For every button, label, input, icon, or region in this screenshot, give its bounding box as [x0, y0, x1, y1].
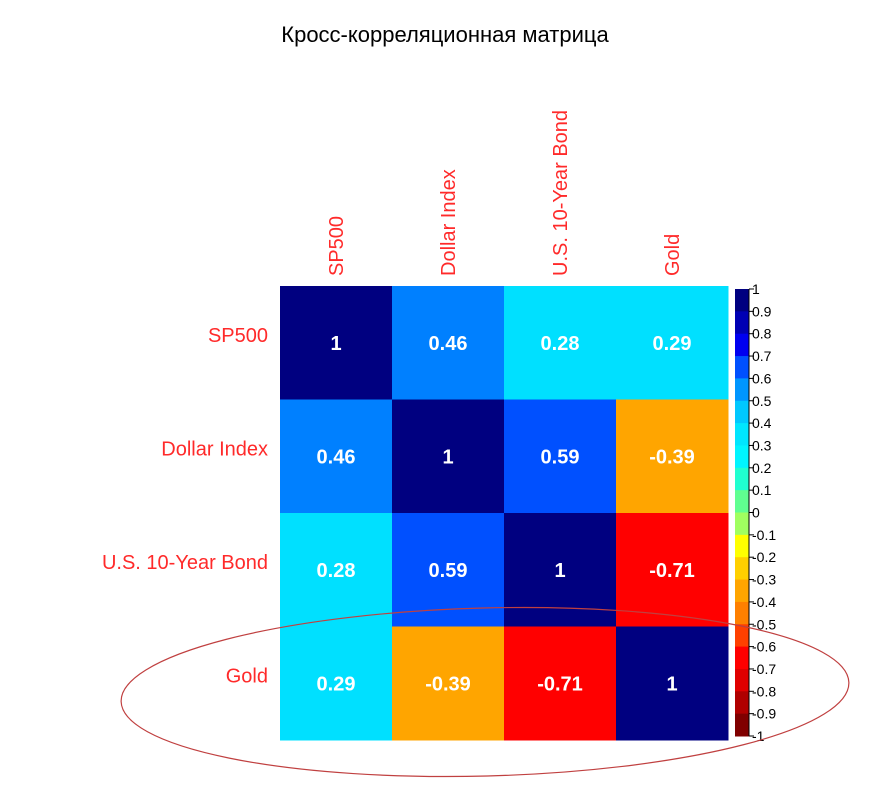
heatmap-cell — [392, 626, 505, 741]
colorbar-segment — [735, 378, 749, 402]
cell-value-label: -0.39 — [425, 673, 471, 695]
colorbar-segment — [735, 490, 749, 513]
colorbar-tick-label: -0.5 — [752, 616, 776, 632]
heatmap-cells: 1 0.46 0.28 0.29 0.46 1 0.59 -0.39 0.28 0.59 1 -0.7… — [280, 286, 729, 741]
colorbar-segment — [735, 356, 749, 379]
cell-value-label: 0.46 — [317, 446, 356, 468]
cell-value-label: 0.29 — [317, 673, 356, 695]
colorbar-segment — [735, 713, 749, 737]
cell-value-label: 0.28 — [541, 333, 580, 355]
colorbar-segment — [735, 691, 749, 715]
colorbar-segment — [735, 557, 749, 581]
colorbar-tick-label: 0.2 — [752, 460, 772, 476]
cell-value-label: -0.39 — [649, 446, 695, 468]
y-axis-label: SP500 — [208, 325, 268, 347]
colorbar-tick-label: -0.7 — [752, 661, 776, 677]
colorbar-tick-label: 0.8 — [752, 326, 772, 342]
colorbar-tick-label: 0.9 — [752, 303, 772, 319]
x-axis-label: Dollar Index — [438, 169, 460, 276]
colorbar-tick-label: -0.3 — [752, 572, 776, 588]
cell-value-label: 0.46 — [429, 333, 468, 355]
heatmap-cell — [616, 513, 729, 627]
cell-value-label: 1 — [666, 673, 677, 695]
colorbar-segment — [735, 601, 749, 625]
highlight-ellipse — [120, 606, 850, 778]
y-axis-labels: SP500 Dollar Index U.S. 10-Year Bond Gold — [102, 325, 268, 688]
colorbar-segment — [735, 646, 749, 670]
y-axis-label: U.S. 10-Year Bond — [102, 552, 268, 574]
colorbar-segment — [735, 579, 749, 603]
colorbar-segment — [735, 668, 749, 692]
colorbar-tick-label: -0.1 — [752, 527, 776, 543]
chart-title: Кросс-корреляционная матрица — [281, 22, 609, 47]
heatmap-cell — [504, 286, 617, 400]
colorbar-tick-label: -0.4 — [752, 594, 776, 610]
colorbar-segment — [735, 512, 749, 536]
colorbar-segment — [735, 534, 749, 558]
colorbar-tick-label: 0.4 — [752, 415, 772, 431]
colorbar-tick-label: 0.5 — [752, 393, 772, 409]
heatmap-cell — [280, 513, 393, 627]
colorbar-tick-label: 0.6 — [752, 370, 772, 386]
colorbar-tick-label: -0.8 — [752, 683, 776, 699]
colorbar-tick-label: 0 — [752, 505, 760, 521]
heatmap-cell — [616, 399, 729, 514]
cell-value-label: 0.28 — [317, 560, 356, 582]
cell-value-label: -0.71 — [649, 560, 695, 582]
colorbar-segment — [735, 333, 749, 357]
colorbar-tick-label: -0.2 — [752, 549, 776, 565]
colorbar-segment — [735, 311, 749, 335]
x-axis-label: U.S. 10-Year Bond — [550, 110, 572, 276]
heatmap-cell — [504, 626, 617, 741]
highlight-annotation — [120, 606, 850, 778]
heatmap-cell — [280, 626, 393, 741]
colorbar: 1 0.9 0.8 0.7 0.6 0.5 0.4 0.3 0.2 0.1 0 -0.1 -0.2 -0.… — [735, 281, 776, 744]
colorbar-segment — [735, 289, 749, 312]
colorbar-segment — [735, 400, 749, 424]
y-axis-label: Dollar Index — [161, 438, 268, 460]
heatmap-cell — [504, 399, 617, 514]
cell-value-label: 1 — [330, 333, 341, 355]
heatmap-cell — [392, 286, 505, 400]
heatmap-cell — [392, 399, 505, 514]
heatmap-cell — [280, 286, 393, 400]
colorbar-tick-label: -0.9 — [752, 706, 776, 722]
colorbar-tick-label: 1 — [752, 281, 760, 297]
x-axis-label: SP500 — [326, 216, 348, 276]
colorbar-tick-label: 0.1 — [752, 482, 772, 498]
colorbar-segment — [735, 467, 749, 491]
cell-value-label: 0.29 — [653, 333, 692, 355]
colorbar-segment — [735, 624, 749, 648]
colorbar-tick-label: 0.3 — [752, 437, 772, 453]
cell-value-label: -0.71 — [537, 673, 583, 695]
heatmap-cell — [280, 399, 393, 514]
x-axis-label: Gold — [662, 234, 684, 276]
heatmap-cell — [616, 286, 729, 400]
x-axis-labels: SP500 Dollar Index U.S. 10-Year Bond Gold — [326, 110, 684, 276]
heatmap-cell — [616, 626, 729, 741]
cell-value-label: 0.59 — [429, 560, 468, 582]
cell-value-label: 1 — [554, 560, 565, 582]
cell-value-label: 1 — [442, 446, 453, 468]
y-axis-label: Gold — [226, 665, 268, 687]
colorbar-segment — [735, 423, 749, 446]
colorbar-tick-label: 0.7 — [752, 348, 772, 364]
cell-value-label: 0.59 — [541, 446, 580, 468]
colorbar-tick-label: -0.6 — [752, 639, 776, 655]
colorbar-segment — [735, 445, 749, 469]
